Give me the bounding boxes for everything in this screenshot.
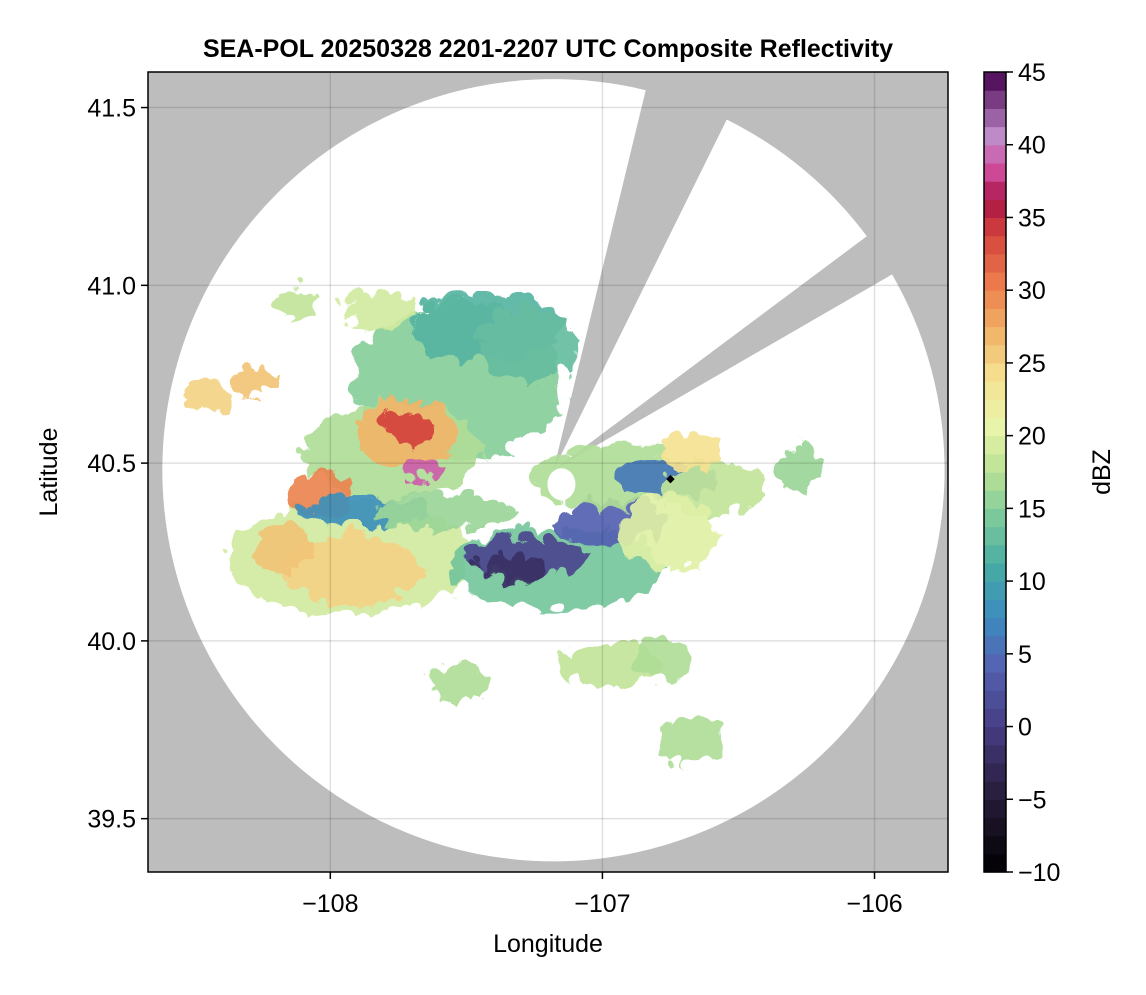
echo-cell — [247, 516, 305, 567]
y-tick-label: 39.5 — [87, 806, 136, 834]
colorbar-label: dBZ — [1088, 449, 1116, 495]
colorbar-swatch — [984, 472, 1006, 491]
colorbar-frame — [983, 71, 1007, 873]
colorbar-swatch — [984, 544, 1006, 564]
colorbar-swatch — [984, 90, 1006, 109]
colorbar-swatch — [984, 181, 1006, 200]
echo-cell — [612, 491, 713, 563]
colorbar-swatch — [984, 381, 1006, 400]
colorbar-swatch — [984, 126, 1006, 146]
x-tick-label: −107 — [574, 890, 630, 918]
colorbar-swatch — [984, 508, 1006, 528]
colorbar-swatch — [984, 581, 1006, 600]
y-tick-label: 41.0 — [87, 272, 136, 300]
colorbar-swatch — [984, 726, 1006, 746]
echo-cell — [471, 303, 571, 375]
y-axis-label: Latitude — [35, 428, 63, 517]
colorbar-tick-label: 35 — [1018, 204, 1046, 232]
colorbar-ticks: −10 −5 0 5 10 15 20 25 30 35 40 45 — [1006, 59, 1060, 887]
colorbar-tick-label: 0 — [1018, 714, 1032, 742]
echo-cell — [378, 402, 429, 439]
radar-site-gap — [547, 468, 576, 501]
echo-cell — [390, 452, 434, 474]
colorbar-tick-label: 45 — [1018, 59, 1046, 87]
echo-cell — [655, 427, 713, 464]
y-tick-label: 40.0 — [87, 628, 136, 656]
echo-cell — [174, 374, 225, 410]
colorbar — [983, 71, 1007, 873]
colorbar-swatch — [984, 526, 1006, 546]
echo-cell — [628, 630, 686, 673]
colorbar-tick-label: 20 — [1018, 423, 1046, 451]
colorbar-swatch — [984, 562, 1006, 582]
colorbar-swatch — [984, 853, 1006, 873]
x-tick-label: −106 — [846, 890, 902, 918]
echo-cell — [272, 527, 416, 599]
colorbar-swatch — [984, 617, 1006, 637]
colorbar-swatch — [984, 253, 1006, 273]
colorbar-tick-label: 40 — [1018, 132, 1046, 160]
colorbar-tick-label: −5 — [1018, 786, 1047, 814]
colorbar-swatch — [984, 799, 1006, 819]
colorbar-tick-label: 25 — [1018, 350, 1046, 378]
echo-cell — [424, 658, 482, 695]
reflectivity-echoes — [174, 281, 815, 759]
colorbar-swatch — [984, 672, 1006, 691]
echo-cell — [227, 360, 271, 389]
colorbar-swatch — [984, 362, 1006, 382]
colorbar-tick-label: 30 — [1018, 277, 1046, 305]
plot-frame — [147, 71, 949, 873]
echo-cell — [771, 441, 815, 485]
colorbar-swatch — [984, 690, 1006, 709]
colorbar-swatch — [984, 708, 1006, 728]
colorbar-swatch — [984, 762, 1006, 782]
y-tick-label: 41.5 — [87, 95, 136, 123]
colorbar-swatch — [984, 490, 1006, 509]
echo-cell — [271, 281, 308, 311]
beam-blocked-sector — [553, 72, 751, 471]
colorbar-swatch — [984, 635, 1006, 655]
grid-lines — [148, 72, 948, 872]
colorbar-swatch — [984, 744, 1006, 764]
colorbar-swatch — [984, 290, 1006, 309]
echo-cell — [368, 488, 511, 524]
colorbar-swatch — [984, 144, 1006, 164]
colorbar-tick-label: 5 — [1018, 641, 1032, 669]
echo-cell — [335, 285, 407, 321]
colorbar-swatch — [984, 781, 1006, 800]
colorbar-swatch — [984, 326, 1006, 346]
colorbar-swatch — [984, 835, 1006, 855]
colorbar-swatch — [984, 217, 1006, 237]
colorbar-tick-label: −10 — [1018, 859, 1060, 887]
colorbar-tick-label: 15 — [1018, 495, 1046, 523]
x-axis: −108 −107 −106 — [302, 872, 903, 918]
y-tick-label: 40.5 — [87, 450, 136, 478]
x-axis-label: Longitude — [493, 930, 603, 958]
colorbar-swatch — [984, 72, 1006, 91]
colorbar-swatch — [984, 235, 1006, 255]
colorbar-swatch — [984, 653, 1006, 673]
colorbar-swatch — [984, 108, 1006, 128]
x-tick-label: −108 — [302, 890, 358, 918]
colorbar-swatch — [984, 399, 1006, 419]
y-axis: 39.5 40.0 40.5 41.0 41.5 — [87, 95, 148, 834]
colorbar-swatch — [984, 599, 1006, 619]
echo-cell — [652, 708, 717, 759]
echo-cell — [475, 548, 540, 577]
colorbar-swatch — [984, 199, 1006, 219]
beam-blocked-sector — [553, 175, 948, 471]
colorbar-swatch — [984, 817, 1006, 837]
colorbar-swatch — [984, 344, 1006, 364]
colorbar-tick-label: 10 — [1018, 568, 1046, 596]
chart-title: SEA-POL 20250328 2201-2207 UTC Composite… — [203, 35, 893, 63]
colorbar-swatch — [984, 417, 1006, 437]
radar-site-marker — [666, 474, 675, 484]
colorbar-swatch — [984, 453, 1006, 473]
colorbar-swatch — [984, 435, 1006, 455]
colorbar-swatch — [984, 162, 1006, 182]
colorbar-swatch — [984, 272, 1006, 291]
colorbar-swatch — [984, 308, 1006, 328]
